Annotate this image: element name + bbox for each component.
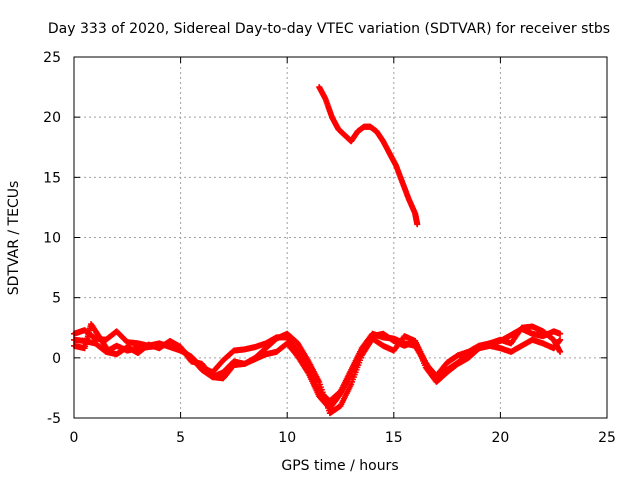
y-axis-label: SDTVAR / TECUs: [6, 181, 22, 296]
grid-lines: [74, 57, 607, 418]
x-tick-label: 5: [176, 430, 185, 446]
data-layer: [71, 84, 564, 417]
data-point: [557, 348, 564, 355]
y-tick-label: 10: [43, 231, 61, 247]
data-point: [557, 330, 564, 337]
plot-frame: [73, 56, 608, 419]
x-tick-label: 10: [278, 430, 296, 446]
y-tick-label: -5: [47, 411, 61, 427]
x-tick-label: 0: [70, 430, 79, 446]
y-tick-label: 20: [43, 110, 61, 126]
series-track-b: [71, 321, 564, 417]
y-tick-label: 25: [43, 50, 61, 66]
data-point: [557, 336, 564, 343]
series-track-d: [316, 84, 421, 228]
x-tick-label: 15: [385, 430, 403, 446]
y-tick-label: 0: [52, 351, 61, 367]
chart-title: Day 333 of 2020, Sidereal Day-to-day VTE…: [48, 21, 610, 37]
y-tick-label: 5: [52, 291, 61, 307]
x-axis-label: GPS time / hours: [281, 458, 398, 474]
x-tick-label: 20: [491, 430, 509, 446]
series-track-c: [71, 330, 564, 412]
y-tick-label: 15: [43, 170, 61, 186]
data-point: [414, 221, 421, 228]
x-tick-label: 25: [598, 430, 616, 446]
